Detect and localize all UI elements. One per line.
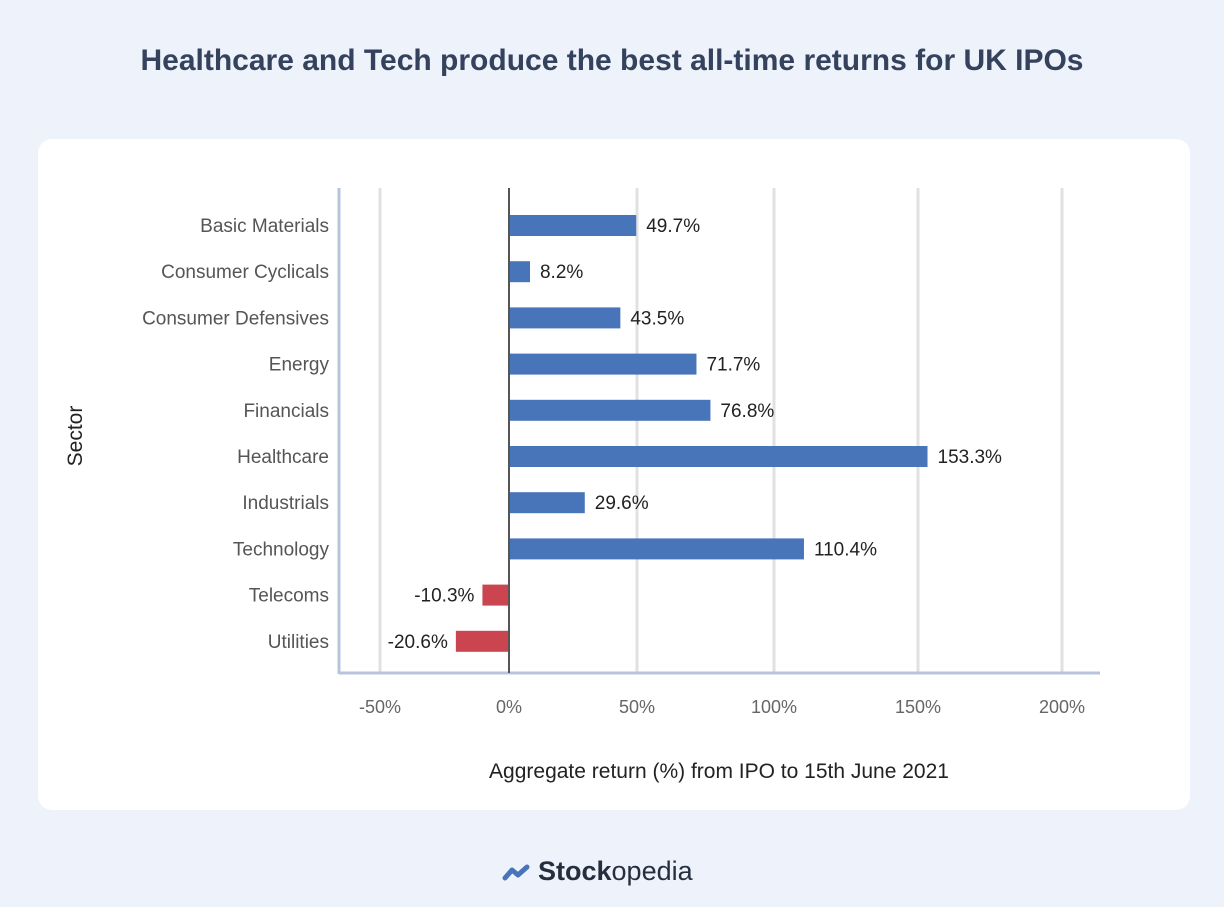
y-tick-label: Basic Materials: [200, 216, 329, 237]
chart-card: [38, 139, 1190, 810]
data-label: 49.7%: [646, 216, 700, 237]
bar: [509, 492, 585, 514]
bar: [509, 353, 697, 375]
y-axis-title: Sector: [64, 406, 87, 467]
data-label: 110.4%: [814, 539, 877, 560]
bar: [455, 630, 509, 652]
y-tick-label: Telecoms: [249, 586, 329, 607]
y-tick-label: Utilities: [268, 632, 329, 653]
chart-title: Healthcare and Tech produce the best all…: [140, 44, 1084, 77]
bar: [509, 399, 711, 421]
y-tick-label: Financials: [243, 401, 329, 422]
data-label: 153.3%: [938, 447, 1003, 468]
y-tick-label: Healthcare: [237, 447, 329, 468]
logo-text-bold: Stock: [538, 856, 612, 886]
x-tick-label: 200%: [1039, 697, 1085, 717]
x-axis-title: Aggregate return (%) from IPO to 15th Ju…: [489, 760, 949, 783]
bar: [509, 307, 621, 329]
bar: [509, 261, 530, 283]
logo-text-light: opedia: [611, 856, 693, 886]
data-label: 29.6%: [595, 493, 649, 514]
x-tick-label: 100%: [751, 697, 797, 717]
data-label: -10.3%: [414, 586, 474, 607]
y-tick-label: Consumer Defensives: [142, 308, 329, 329]
data-label: -20.6%: [388, 632, 448, 653]
logo-chart-icon: [502, 864, 530, 880]
bar: [482, 584, 509, 606]
x-tick-label: 0%: [496, 697, 522, 717]
bar: [509, 215, 637, 236]
bar: [509, 446, 928, 467]
stockopedia-logo: Stockopedia: [502, 856, 693, 887]
y-tick-label: Energy: [269, 355, 330, 376]
data-label: 71.7%: [706, 355, 760, 376]
data-label: 76.8%: [720, 401, 774, 422]
bar: [509, 538, 804, 560]
y-tick-label: Consumer Cyclicals: [161, 262, 329, 283]
x-tick-label: 150%: [895, 697, 941, 717]
x-tick-label: -50%: [359, 697, 401, 717]
data-label: 43.5%: [630, 308, 684, 329]
y-tick-label: Industrials: [242, 493, 329, 514]
data-label: 8.2%: [540, 262, 583, 283]
y-tick-label: Technology: [233, 539, 330, 560]
x-tick-label: 50%: [619, 697, 655, 717]
